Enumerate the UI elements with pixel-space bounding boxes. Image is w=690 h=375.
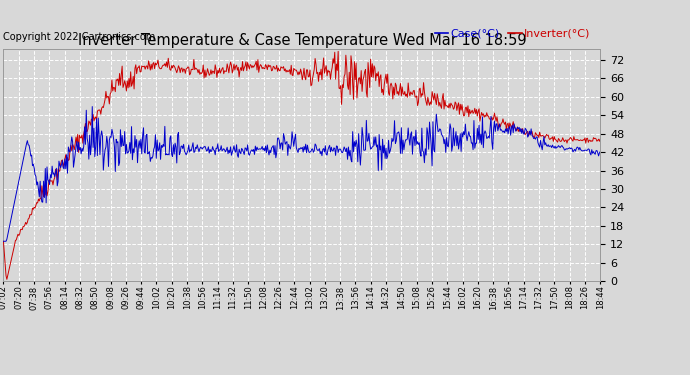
Legend: Case(°C), Inverter(°C): Case(°C), Inverter(°C) xyxy=(431,24,595,43)
Text: Copyright 2022 Cartronics.com: Copyright 2022 Cartronics.com xyxy=(3,32,156,42)
Title: Inverter Temperature & Case Temperature Wed Mar 16 18:59: Inverter Temperature & Case Temperature … xyxy=(77,33,526,48)
